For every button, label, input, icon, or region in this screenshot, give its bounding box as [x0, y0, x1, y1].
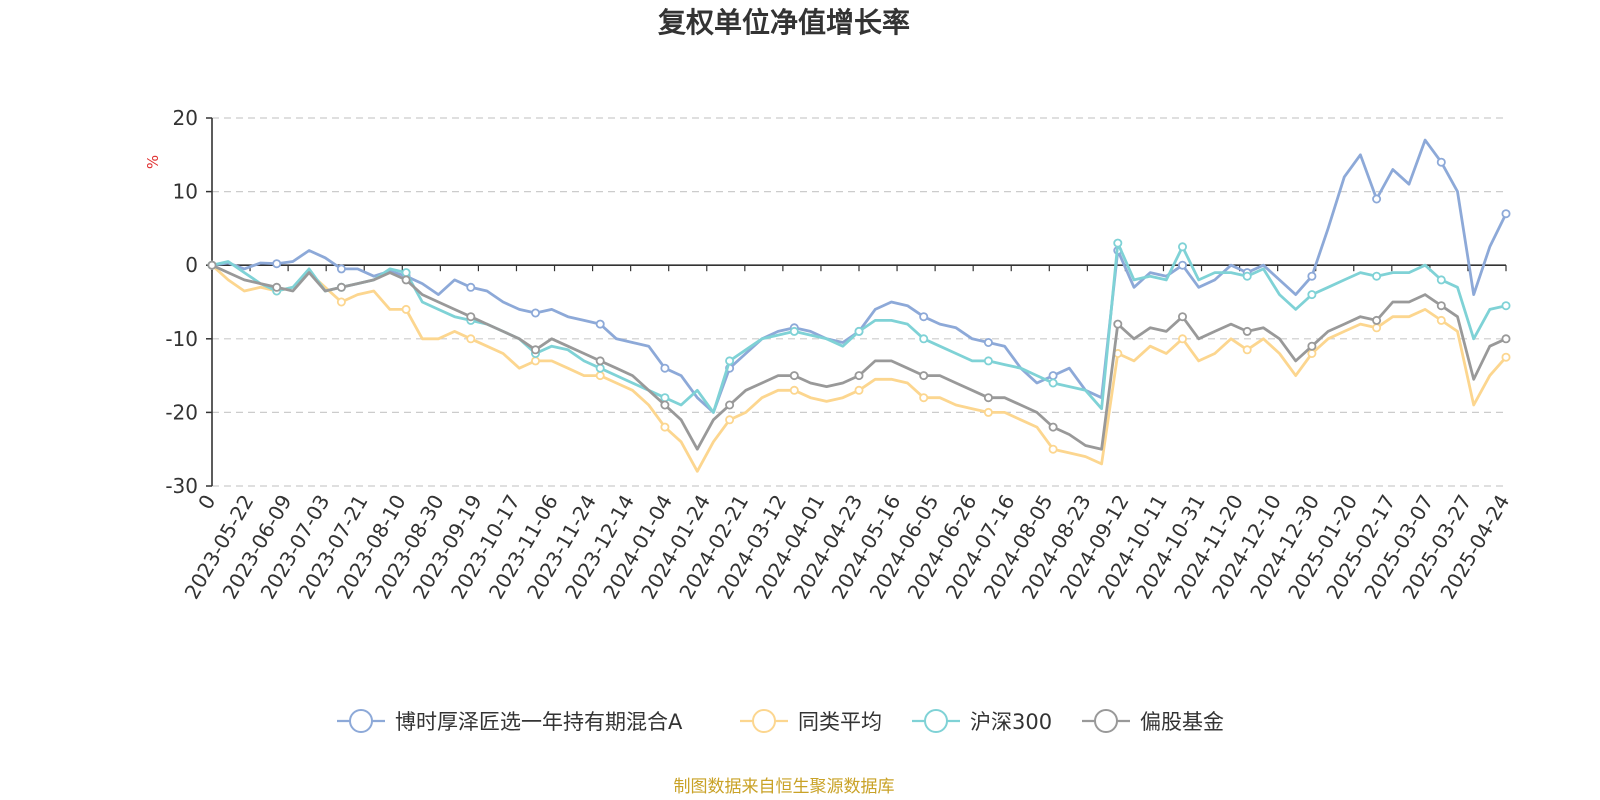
data-point [854, 385, 864, 395]
x-axis-ticks: 02023-05-222023-06-092023-07-032023-07-2… [179, 265, 1514, 603]
data-point [854, 371, 864, 381]
data-point [1372, 323, 1382, 333]
data-point [1436, 301, 1446, 311]
data-point [401, 304, 411, 314]
data-point [1307, 290, 1317, 300]
y-tick-label: 20 [173, 106, 198, 130]
data-point [1178, 260, 1188, 270]
y-tick-label: -30 [165, 474, 198, 498]
data-point [531, 356, 541, 366]
data-point [401, 275, 411, 285]
y-axis-ticks: -30 -20 -10 0 10 20 [165, 106, 212, 498]
data-point [983, 356, 993, 366]
legend-item-2[interactable]: 沪深300 [912, 709, 1052, 734]
data-point [531, 308, 541, 318]
legend-item-0[interactable]: 博时厚泽匠选一年持有期混合A [337, 709, 683, 734]
data-point [595, 363, 605, 373]
data-point [1048, 378, 1058, 388]
data-point [983, 337, 993, 347]
data-point [725, 356, 735, 366]
data-point [1501, 209, 1511, 219]
data-point [1436, 275, 1446, 285]
data-point [919, 371, 929, 381]
y-tick-label: 10 [173, 180, 198, 204]
axes [211, 118, 1506, 486]
data-point [854, 326, 864, 336]
data-point [466, 282, 476, 292]
grid-lines [212, 117, 1506, 487]
legend[interactable]: 博时厚泽匠选一年持有期混合A 同类平均 沪深300 偏股基金 [337, 709, 1224, 734]
data-point [1048, 444, 1058, 454]
data-point [466, 312, 476, 322]
data-point [660, 363, 670, 373]
data-point [660, 393, 670, 403]
data-point [1372, 315, 1382, 325]
data-point [1242, 326, 1252, 336]
data-point [1307, 341, 1317, 351]
legend-label: 博时厚泽匠选一年持有期混合A [395, 710, 683, 734]
data-point [207, 260, 217, 270]
data-point [595, 319, 605, 329]
data-point [1048, 371, 1058, 381]
legend-label: 同类平均 [798, 710, 882, 734]
data-point [531, 345, 541, 355]
data-point [595, 356, 605, 366]
data-point [336, 282, 346, 292]
data-point [1372, 194, 1382, 204]
source-note: 制图数据来自恒生聚源数据库 [674, 777, 895, 797]
y-tick-label: -10 [165, 327, 198, 351]
data-point [1178, 242, 1188, 252]
data-point [1436, 315, 1446, 325]
data-point [1242, 271, 1252, 281]
y-axis-unit: % [144, 155, 162, 169]
data-point [983, 407, 993, 417]
data-point [466, 334, 476, 344]
y-tick-label: -20 [165, 400, 198, 424]
data-point [1501, 301, 1511, 311]
legend-marker [349, 709, 373, 733]
legend-label: 偏股基金 [1140, 710, 1224, 734]
data-point [919, 334, 929, 344]
data-point [1178, 334, 1188, 344]
data-point [1307, 348, 1317, 358]
legend-label: 沪深300 [970, 710, 1052, 734]
data-point [789, 371, 799, 381]
data-point [272, 282, 282, 292]
data-point [1048, 422, 1058, 432]
data-point [1113, 238, 1123, 248]
legend-marker [752, 709, 776, 733]
legend-item-3[interactable]: 偏股基金 [1082, 709, 1224, 734]
data-point [789, 326, 799, 336]
y-tick-label: 0 [185, 253, 198, 277]
data-point [660, 422, 670, 432]
data-point [401, 268, 411, 278]
data-point [660, 400, 670, 410]
x-tick-label: 0 [193, 491, 220, 514]
chart-title: 复权单位净值增长率 [658, 6, 910, 39]
data-point [919, 393, 929, 403]
data-point [1436, 157, 1446, 167]
data-point [595, 371, 605, 381]
data-point [1372, 271, 1382, 281]
data-point [336, 264, 346, 274]
data-point [1501, 334, 1511, 344]
data-point [725, 415, 735, 425]
data-point [983, 393, 993, 403]
data-point [1307, 271, 1317, 281]
data-point [1501, 352, 1511, 362]
data-point [919, 312, 929, 322]
data-point [789, 385, 799, 395]
legend-item-1[interactable]: 同类平均 [740, 709, 882, 734]
data-point [336, 297, 346, 307]
data-point [1113, 319, 1123, 329]
legend-marker [924, 709, 948, 733]
series-lines [207, 138, 1511, 473]
data-point [272, 259, 282, 269]
legend-marker [1094, 709, 1118, 733]
data-point [1178, 312, 1188, 322]
data-point [725, 400, 735, 410]
data-point [1242, 345, 1252, 355]
